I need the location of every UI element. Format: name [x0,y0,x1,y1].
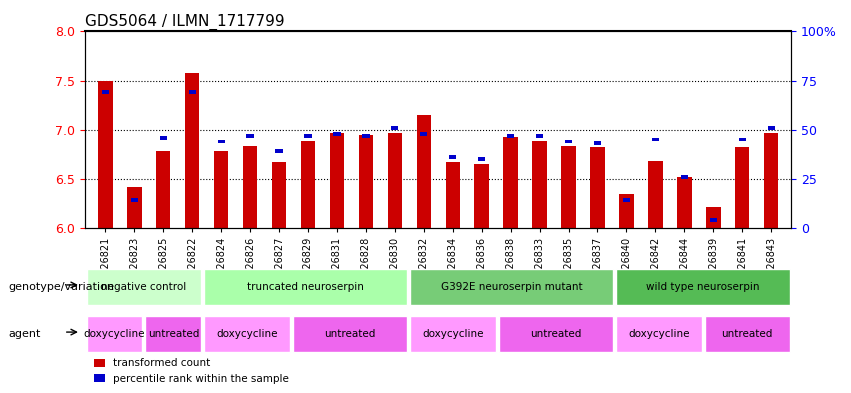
Bar [156,151,170,228]
Bar [416,115,431,228]
Bar [98,81,112,228]
Bar [391,126,398,130]
Bar [127,187,141,228]
Bar [706,208,721,228]
Bar [446,162,460,228]
Text: truncated neuroserpin: truncated neuroserpin [248,282,364,292]
Bar [594,141,601,145]
Bar [131,198,138,202]
FancyBboxPatch shape [146,316,202,352]
Bar [300,141,315,228]
Bar [533,141,547,228]
Bar [358,134,373,228]
FancyBboxPatch shape [204,316,289,352]
FancyBboxPatch shape [499,316,614,352]
Bar [739,138,745,141]
Text: doxycycline: doxycycline [216,329,277,339]
FancyBboxPatch shape [616,269,790,305]
Bar [185,73,199,228]
Text: untreated: untreated [148,329,199,339]
Bar [363,134,369,138]
Bar [102,90,109,94]
Bar [475,164,489,228]
Text: wild type neuroserpin: wild type neuroserpin [647,282,760,292]
Bar [214,151,228,228]
Bar [276,149,283,153]
Bar [189,90,196,94]
Bar [247,134,254,138]
FancyBboxPatch shape [293,316,408,352]
FancyBboxPatch shape [87,269,202,305]
Bar [562,146,576,228]
Bar [764,133,779,228]
Text: negative control: negative control [101,282,186,292]
Bar [536,134,543,138]
Bar [218,140,225,143]
Legend: transformed count, percentile rank within the sample: transformed count, percentile rank withi… [90,354,294,388]
Bar [768,126,774,130]
FancyBboxPatch shape [87,316,142,352]
Bar [677,177,692,228]
FancyBboxPatch shape [616,316,702,352]
Bar [507,134,514,138]
Bar [420,132,427,136]
Bar [271,162,286,228]
Text: doxycycline: doxycycline [628,329,690,339]
Bar [591,147,605,228]
Bar [504,137,518,228]
Bar [710,218,717,222]
Bar [623,198,630,202]
Text: G392E neuroserpin mutant: G392E neuroserpin mutant [441,282,583,292]
Bar [160,136,167,140]
Bar [243,146,257,228]
Bar [620,194,634,228]
Bar [449,155,456,159]
Text: untreated: untreated [530,329,582,339]
Bar [329,133,344,228]
Bar [387,133,402,228]
Bar [735,147,750,228]
FancyBboxPatch shape [410,269,614,305]
Text: untreated: untreated [324,329,375,339]
Text: doxycycline: doxycycline [422,329,483,339]
Text: genotype/variation: genotype/variation [9,282,115,292]
Bar [648,161,663,228]
FancyBboxPatch shape [410,316,495,352]
Bar [478,157,485,161]
FancyBboxPatch shape [204,269,408,305]
Text: GDS5064 / ILMN_1717799: GDS5064 / ILMN_1717799 [85,14,285,30]
Bar [565,140,572,143]
Bar [305,134,311,138]
Text: agent: agent [9,329,41,339]
Bar [681,175,688,179]
Bar [652,138,659,141]
FancyBboxPatch shape [705,316,790,352]
Text: doxycycline: doxycycline [83,329,146,339]
Bar [334,132,340,136]
Text: untreated: untreated [722,329,773,339]
